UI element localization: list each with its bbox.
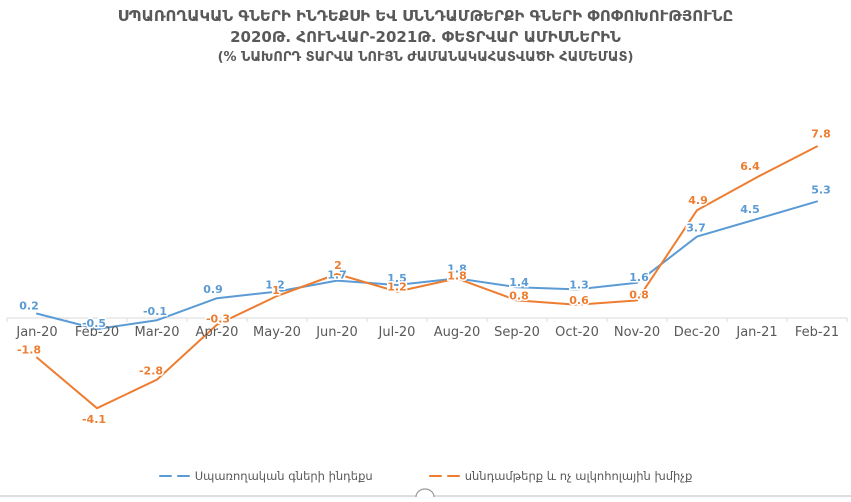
data-label: 4.5 [740, 203, 760, 216]
data-label: 3.7 [686, 222, 706, 235]
series-line-0 [36, 200, 818, 330]
chart-title-line-1: ՍՊԱՌՈՂԱԿԱՆ ԳՆԵՐԻ ԻՆԴԵՔՍԻ ԵՎ ՍՆՆԴԱՄԹԵՐՔԻ … [117, 7, 734, 25]
data-label: 0.8 [509, 289, 529, 302]
x-axis-label: Jan-21 [735, 325, 777, 340]
data-label: 1.4 [509, 276, 529, 289]
data-label: -4.1 [82, 413, 106, 426]
data-label: 4.9 [688, 194, 708, 207]
x-axis-label: Jun-20 [315, 325, 358, 340]
data-label: 6.4 [740, 160, 760, 173]
legend-line-dash-icon [428, 474, 442, 478]
legend-line-dash-icon [158, 474, 172, 478]
chart-title: ՍՊԱՌՈՂԱԿԱՆ ԳՆԵՐԻ ԻՆԴԵՔՍԻ ԵՎ ՍՆՆԴԱՄԹԵՐՔԻ … [0, 6, 851, 68]
data-label: 0.8 [629, 288, 649, 301]
legend-item-food: սննդամթերք և ոչ ալկոհոլային խմիչք [428, 468, 693, 484]
data-label: 1.5 [387, 272, 407, 285]
legend-line-dash-icon [446, 474, 460, 478]
chart-title-line-3: (% ՆԱԽՈՐԴ ՏԱՐՎԱ ՆՈՒՅՆ ԺԱՄԱՆԱԿԱՀԱՏՎԱԾԻ ՀԱ… [217, 50, 634, 65]
data-label: 1.2 [387, 281, 407, 294]
data-label: -1.8 [17, 344, 41, 357]
data-label: 2 [334, 259, 342, 272]
data-label: 1.2 [265, 279, 285, 292]
data-label: -2.8 [139, 365, 163, 378]
data-label: 1.7 [327, 269, 347, 282]
legend-line-dash-icon [176, 474, 190, 478]
x-axis-label: Feb-21 [795, 325, 839, 340]
x-axis-label: Jan-20 [15, 325, 57, 340]
data-label: -0.5 [82, 317, 106, 330]
x-axis-label: Aug-20 [434, 325, 481, 340]
x-axis-label: Apr-20 [196, 325, 239, 340]
x-axis-label: Feb-20 [75, 325, 119, 340]
series-line-1 [36, 145, 818, 410]
data-label: 0.6 [569, 294, 589, 307]
x-axis-label: Nov-20 [614, 325, 660, 340]
legend-label-cpi: Սպառողական գների ինդեքս [194, 469, 373, 483]
data-label: 0.2 [19, 300, 39, 313]
data-label: 7.8 [811, 127, 831, 140]
data-label: 1.6 [629, 271, 649, 284]
data-label: 1.3 [569, 278, 589, 291]
legend-label-food: սննդամթերք և ոչ ալկոհոլային խմիչք [464, 469, 693, 483]
x-axis-label: Sep-20 [494, 325, 540, 340]
data-label: 0.9 [203, 283, 223, 296]
data-label: 5.3 [811, 183, 831, 196]
x-axis-label: Dec-20 [674, 325, 720, 340]
data-label: -0.1 [143, 305, 167, 318]
data-label: 1.8 [447, 269, 467, 282]
legend-item-cpi: Սպառողական գների ինդեքս [158, 468, 373, 484]
x-axis-label: Mar-20 [135, 325, 180, 340]
x-axis-label: Jul-20 [378, 325, 416, 340]
chart-legend: Սպառողական գների ինդեքս սննդամթերք և ոչ … [0, 468, 851, 484]
data-label: 1.8 [447, 262, 467, 275]
chart-title-line-2: 2020Թ. ՀՈՒՆՎԱՐ-2021Թ. ՓԵՏՐՎԱՐ ԱՄԻՍՆԵՐԻՆ [230, 28, 621, 46]
x-axis-label: Oct-20 [555, 325, 599, 340]
resize-handle[interactable] [415, 488, 435, 498]
x-axis-label: May-20 [253, 325, 301, 340]
data-label: 1 [272, 284, 280, 297]
data-label: -0.3 [206, 313, 230, 326]
